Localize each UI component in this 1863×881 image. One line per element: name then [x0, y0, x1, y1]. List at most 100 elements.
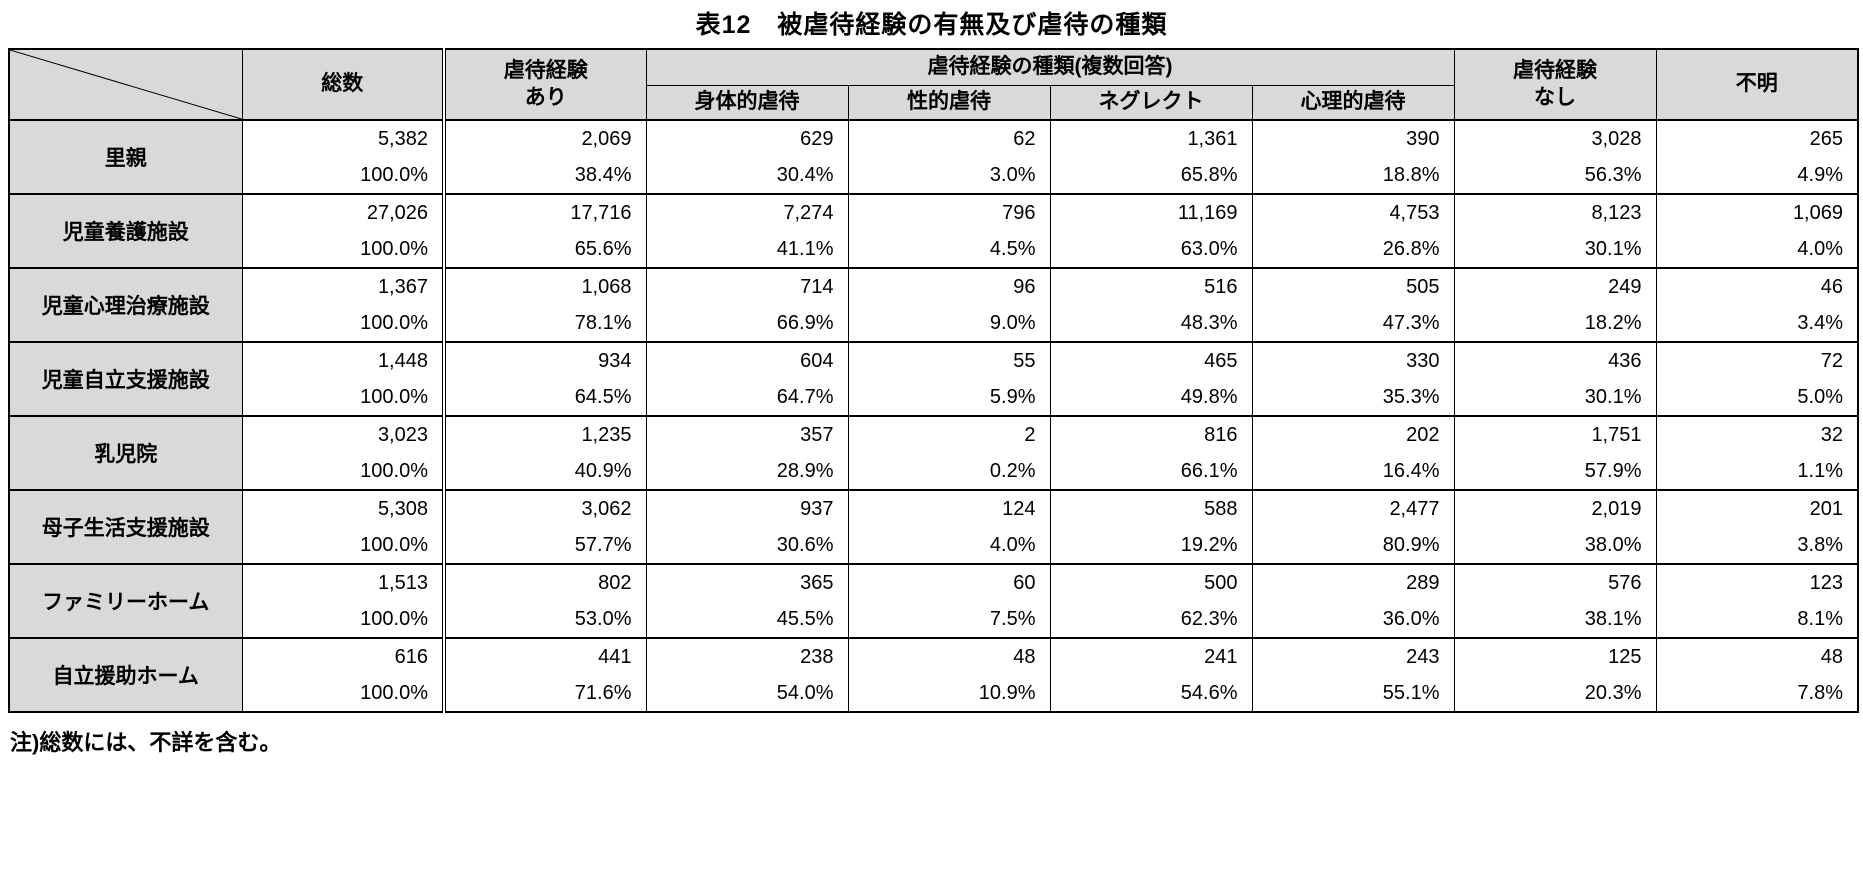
percent-cell: 100.0%	[241, 675, 445, 712]
col-header-abuse-yes-line1: 虐待経験	[503, 59, 588, 83]
count-cell: 1,751	[1453, 415, 1657, 453]
col-header-sexual: 性的虐待	[847, 84, 1051, 121]
count-cell: 629	[645, 119, 849, 157]
count-cell: 125	[1453, 637, 1657, 675]
count-cell: 17,716	[442, 193, 647, 231]
percent-cell: 80.9%	[1251, 527, 1455, 564]
col-header-unknown: 不明	[1655, 48, 1859, 121]
count-cell: 604	[645, 341, 849, 379]
count-cell: 11,169	[1049, 193, 1253, 231]
count-cell: 62	[847, 119, 1051, 157]
count-row: 里親 5,382 2,069 629 62 1,361 390 3,028 265	[8, 119, 1859, 195]
percent-cell: 57.7%	[442, 527, 647, 564]
percent-cell: 63.0%	[1049, 231, 1253, 268]
col-header-total: 総数	[241, 48, 445, 121]
percent-row: 100.0% 71.6% 54.0% 10.9% 54.6% 55.1% 20.3% 7.8%	[9, 675, 1859, 712]
count-cell: 123	[1655, 563, 1859, 601]
percent-cell: 0.2%	[847, 453, 1051, 490]
percent-cell: 16.4%	[1251, 453, 1455, 490]
col-header-psychological: 心理的虐待	[1251, 84, 1455, 121]
percent-row: 100.0% 64.5% 64.7% 5.9% 49.8% 35.3% 30.1% 5.0%	[9, 379, 1859, 416]
percent-cell: 3.4%	[1655, 305, 1859, 342]
percent-cell: 30.4%	[645, 157, 849, 194]
percent-cell: 38.0%	[1453, 527, 1657, 564]
count-cell: 2	[847, 415, 1051, 453]
count-row: 母子生活支援施設 5,308 3,062 937 124 588 2,477 2,019 201	[8, 489, 1859, 565]
percent-cell: 100.0%	[241, 231, 445, 268]
count-cell: 616	[241, 637, 445, 675]
count-cell: 934	[442, 341, 647, 379]
percent-cell: 28.9%	[645, 453, 849, 490]
footnote: 注)総数には、不詳を含む。	[10, 730, 282, 755]
count-cell: 46	[1655, 267, 1859, 305]
percent-cell: 18.2%	[1453, 305, 1657, 342]
count-cell: 816	[1049, 415, 1253, 453]
percent-cell: 64.5%	[442, 379, 647, 416]
count-cell: 1,448	[241, 341, 445, 379]
count-row: 児童自立支援施設 1,448 934 604 55 465 330 436 72	[8, 341, 1859, 417]
percent-cell: 100.0%	[241, 379, 445, 416]
count-row: 乳児院 3,023 1,235 357 2 816 202 1,751 32	[8, 415, 1859, 491]
percent-cell: 4.0%	[847, 527, 1051, 564]
percent-cell: 57.9%	[1453, 453, 1657, 490]
percent-cell: 45.5%	[645, 601, 849, 638]
count-cell: 2,019	[1453, 489, 1657, 527]
col-header-abuse-types-group: 虐待経験の種類(複数回答)	[645, 48, 1455, 86]
row-label: 乳児院	[8, 415, 243, 491]
count-cell: 32	[1655, 415, 1859, 453]
count-cell: 8,123	[1453, 193, 1657, 231]
percent-cell: 62.3%	[1049, 601, 1253, 638]
percent-cell: 54.0%	[645, 675, 849, 712]
count-cell: 60	[847, 563, 1051, 601]
count-cell: 265	[1655, 119, 1859, 157]
percent-row: 100.0% 78.1% 66.9% 9.0% 48.3% 47.3% 18.2% 3.4%	[9, 305, 1859, 342]
percent-cell: 3.0%	[847, 157, 1051, 194]
percent-cell: 65.6%	[442, 231, 647, 268]
percent-cell: 38.1%	[1453, 601, 1657, 638]
row-label: 里親	[8, 119, 243, 195]
count-cell: 390	[1251, 119, 1455, 157]
col-header-abuse-no-line1: 虐待経験	[1513, 59, 1597, 83]
percent-cell: 20.3%	[1453, 675, 1657, 712]
col-header-physical: 身体的虐待	[645, 84, 849, 121]
count-cell: 5,382	[241, 119, 445, 157]
count-cell: 48	[1655, 637, 1859, 675]
percent-cell: 55.1%	[1251, 675, 1455, 712]
count-cell: 505	[1251, 267, 1455, 305]
count-cell: 937	[645, 489, 849, 527]
count-cell: 576	[1453, 563, 1657, 601]
percent-cell: 47.3%	[1251, 305, 1455, 342]
count-cell: 3,062	[442, 489, 647, 527]
percent-row: 100.0% 40.9% 28.9% 0.2% 66.1% 16.4% 57.9% 1.1%	[9, 453, 1859, 490]
count-row: 自立援助ホーム 616 441 238 48 241 243 125 48	[8, 637, 1859, 713]
percent-cell: 49.8%	[1049, 379, 1253, 416]
count-cell: 796	[847, 193, 1051, 231]
percent-cell: 40.9%	[442, 453, 647, 490]
count-cell: 55	[847, 341, 1051, 379]
percent-cell: 100.0%	[241, 601, 445, 638]
row-label: 自立援助ホーム	[8, 637, 243, 713]
table-body: 里親 5,382 2,069 629 62 1,361 390 3,028 265 100.0% 3…	[8, 119, 1859, 713]
count-cell: 357	[645, 415, 849, 453]
count-cell: 3,023	[241, 415, 445, 453]
count-cell: 1,361	[1049, 119, 1253, 157]
count-cell: 1,513	[241, 563, 445, 601]
count-cell: 238	[645, 637, 849, 675]
percent-cell: 30.1%	[1453, 379, 1657, 416]
count-cell: 1,235	[442, 415, 647, 453]
col-header-abuse-no: 虐待経験 なし	[1453, 48, 1657, 121]
count-cell: 249	[1453, 267, 1657, 305]
count-cell: 330	[1251, 341, 1455, 379]
percent-cell: 1.1%	[1655, 453, 1859, 490]
count-cell: 465	[1049, 341, 1253, 379]
row-label: 児童養護施設	[8, 193, 243, 269]
percent-cell: 53.0%	[442, 601, 647, 638]
percent-cell: 100.0%	[241, 453, 445, 490]
percent-cell: 56.3%	[1453, 157, 1657, 194]
percent-cell: 4.5%	[847, 231, 1051, 268]
count-row: ファミリーホーム 1,513 802 365 60 500 289 576 123	[8, 563, 1859, 639]
percent-cell: 7.5%	[847, 601, 1051, 638]
table-title: 表12 被虐待経験の有無及び虐待の種類	[695, 11, 1168, 39]
percent-cell: 65.8%	[1049, 157, 1253, 194]
